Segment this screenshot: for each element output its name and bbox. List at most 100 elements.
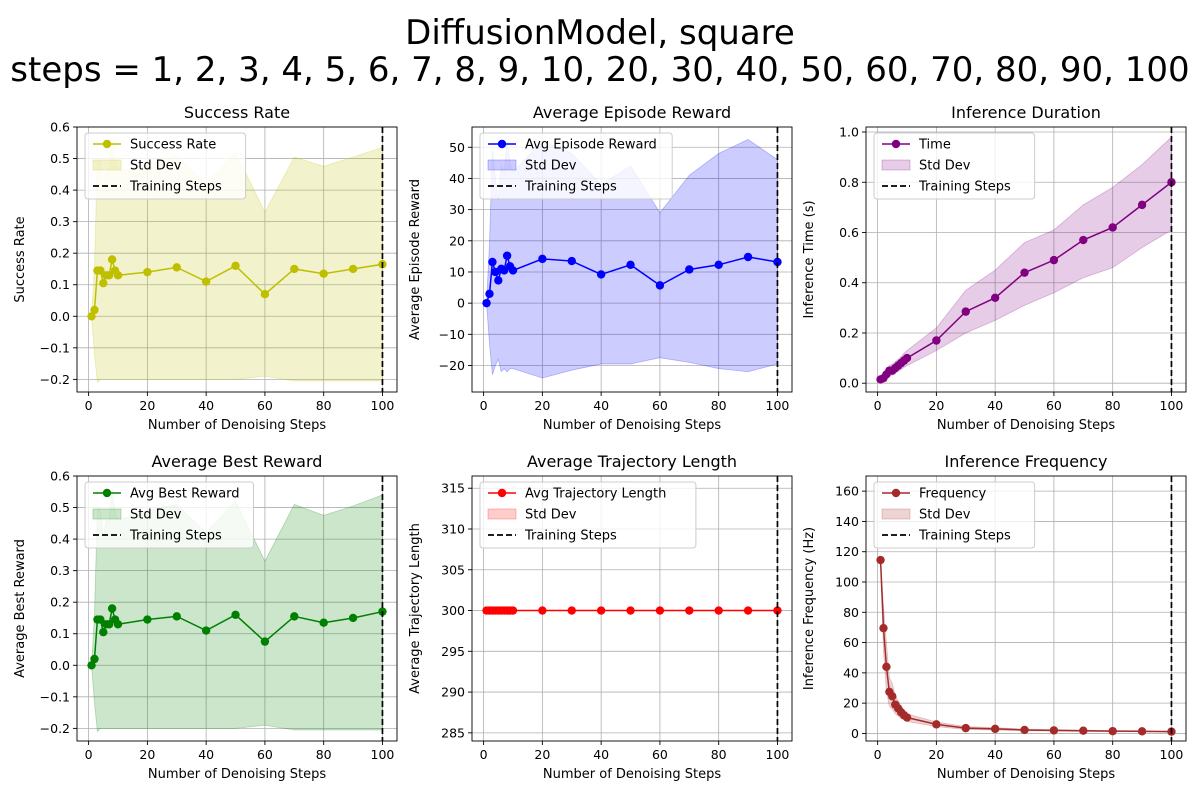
- data-point: [143, 615, 152, 624]
- data-point: [714, 260, 723, 269]
- y-tick-label: −0.1: [40, 689, 70, 704]
- data-point: [990, 293, 1000, 303]
- data-point: [743, 252, 753, 262]
- y-axis-label: Inference Time (s): [802, 200, 817, 318]
- data-point: [932, 336, 941, 345]
- x-tick-label: 100: [371, 398, 395, 413]
- legend-marker-swatch: [891, 139, 901, 149]
- y-tick-label: 0.0: [50, 309, 70, 324]
- data-point: [1020, 268, 1029, 277]
- data-point: [99, 627, 108, 637]
- axes-frame: [865, 126, 1187, 393]
- chart-panel-5: 0 20 40 60 80 100 285 290 295 300 305 310 315 Average…: [408, 452, 793, 782]
- x-tick-label: 80: [711, 747, 727, 762]
- chart-panel-6: 0 20 40 60 80 100 0 20 40 60 80 100 120 140 160 Inferen…: [802, 452, 1187, 782]
- y-tick-label: 120: [835, 544, 859, 559]
- data-point: [1108, 223, 1117, 232]
- figure-title-line1: DiffusionModel, square: [405, 13, 795, 53]
- data-point: [773, 257, 782, 267]
- x-tick-label: 80: [1105, 398, 1121, 413]
- x-tick-label: 20: [139, 747, 155, 762]
- data-point: [1079, 726, 1088, 735]
- y-tick-label: −0.1: [40, 340, 70, 355]
- y-tick-label: 0.1: [50, 277, 70, 292]
- legend-label-std-dev: Std Dev: [919, 508, 971, 523]
- x-tick-label: 20: [928, 747, 944, 762]
- legend-band-swatch: [881, 508, 911, 520]
- y-tick-label: 290: [441, 685, 465, 700]
- y-tick-label: −20: [439, 358, 465, 373]
- data-point: [488, 257, 497, 267]
- legend-label-series: Time: [918, 138, 951, 153]
- y-tick-label: 310: [441, 522, 465, 537]
- data-point: [502, 251, 512, 260]
- legend-label-training-steps: Training Steps: [129, 180, 222, 195]
- chart-panel-4: 0 20 40 60 80 100 −0.2 −0.1 0.0 0.1 0.2 0.3 0.4 0.5 0.…: [13, 452, 398, 782]
- legend-marker-swatch: [497, 139, 507, 149]
- legend-band-swatch: [487, 159, 517, 171]
- x-tick-label: 40: [987, 747, 1003, 762]
- data-point: [655, 281, 665, 290]
- y-tick-label: 305: [441, 562, 465, 577]
- legend-label-std-dev: Std Dev: [919, 159, 971, 174]
- x-tick-label: 0: [874, 747, 882, 762]
- legend-band-swatch: [881, 159, 911, 171]
- y-tick-label: 0.6: [50, 469, 70, 484]
- data-point: [104, 271, 114, 280]
- y-tick-label: 0.6: [50, 120, 70, 135]
- x-tick-label: 100: [371, 747, 395, 762]
- data-point: [231, 261, 240, 271]
- data-point: [499, 266, 509, 275]
- data-point: [538, 606, 547, 615]
- x-tick-label: 0: [480, 398, 488, 413]
- data-point: [90, 305, 99, 315]
- data-point: [290, 612, 299, 621]
- data-point: [260, 637, 270, 646]
- legend-label-training-steps: Training Steps: [918, 529, 1011, 544]
- y-tick-label: 0.8: [839, 175, 859, 190]
- x-tick-label: 40: [593, 398, 609, 413]
- data-point: [538, 254, 547, 264]
- legend-label-series: Success Rate: [130, 138, 216, 153]
- x-tick-label: 60: [652, 747, 668, 762]
- chart-title: Average Best Reward: [152, 452, 323, 471]
- y-tick-label: 40: [843, 665, 859, 680]
- data-point: [626, 606, 635, 615]
- y-tick-label: −0.2: [40, 721, 70, 736]
- x-axis-label: Number of Denoising Steps: [543, 767, 721, 782]
- data-point: [1137, 727, 1147, 736]
- data-point: [626, 260, 635, 269]
- y-axis-label: Average Best Reward: [13, 539, 28, 678]
- data-point: [508, 266, 518, 275]
- x-tick-label: 60: [1046, 747, 1062, 762]
- legend-label-series: Frequency: [919, 487, 986, 502]
- data-point: [990, 724, 1000, 734]
- y-tick-label: 40: [449, 171, 465, 186]
- legend-box: [84, 132, 247, 200]
- data-point: [567, 256, 576, 266]
- x-tick-label: 60: [257, 747, 273, 762]
- data-point: [882, 662, 891, 671]
- data-point: [290, 264, 299, 274]
- legend-marker-swatch: [497, 488, 507, 498]
- data-point: [348, 613, 358, 623]
- y-tick-label: 0.4: [50, 183, 70, 198]
- legend-box: [479, 481, 697, 549]
- legend-label-series: Avg Trajectory Length: [525, 487, 666, 502]
- data-point: [172, 263, 181, 272]
- data-point: [107, 604, 117, 613]
- data-point: [348, 264, 358, 274]
- plot-area: [482, 476, 782, 741]
- x-tick-label: 60: [257, 398, 273, 413]
- y-tick-label: 0.3: [50, 563, 70, 578]
- y-tick-label: 315: [441, 481, 465, 496]
- y-tick-label: 0.2: [50, 595, 70, 610]
- data-point: [888, 692, 897, 701]
- y-tick-label: −0.2: [40, 372, 70, 387]
- y-tick-label: 100: [835, 575, 859, 590]
- legend: Success Rate Std Dev Training Steps: [84, 132, 247, 200]
- y-axis-label: Average Trajectory Length: [408, 523, 423, 694]
- data-point: [201, 626, 211, 635]
- plot-area: [876, 476, 1176, 741]
